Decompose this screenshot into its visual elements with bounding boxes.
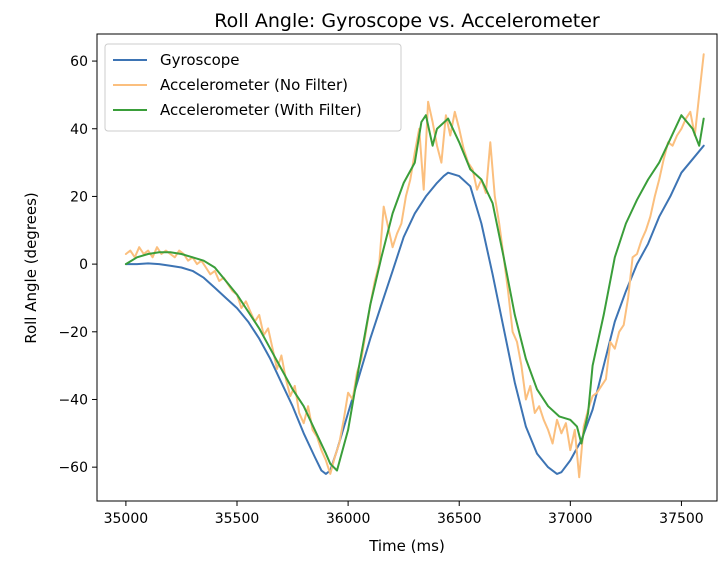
y-tick-label: 0 (79, 257, 88, 273)
x-tick-label: 35000 (104, 511, 149, 527)
y-tick-label: −60 (58, 460, 88, 476)
x-tick-label: 36500 (437, 511, 482, 527)
y-tick-label: −20 (58, 325, 88, 341)
plot-area (124, 53, 705, 479)
series-line-2 (124, 53, 705, 479)
x-tick-label: 37500 (659, 511, 704, 527)
y-tick-label: −40 (58, 392, 88, 408)
legend: Gyroscope Accelerometer (No Filter) Accele… (104, 43, 402, 132)
chart-title: Roll Angle: Gyroscope vs. Accelerometer (214, 10, 600, 32)
legend-label-1: Gyroscope (160, 51, 240, 69)
x-tick-label: 35500 (215, 511, 260, 527)
series-line-1 (124, 144, 705, 475)
legend-box (104, 43, 402, 132)
y-axis: −60 −40 −20 0 20 40 60 (58, 54, 97, 476)
y-tick-label: 60 (70, 54, 88, 70)
y-tick-label: 20 (70, 189, 88, 205)
y-axis-label: Roll Angle (degrees) (22, 192, 40, 344)
x-tick-label: 37000 (548, 511, 593, 527)
legend-label-3: Accelerometer (With Filter) (160, 101, 362, 119)
series-line-3 (124, 114, 705, 472)
y-tick-label: 40 (70, 122, 88, 138)
x-tick-label: 36000 (326, 511, 371, 527)
plot-frame (96, 33, 718, 502)
legend-label-2: Accelerometer (No Filter) (160, 76, 348, 94)
x-axis-label: Time (ms) (368, 537, 445, 555)
x-axis: 35000 35500 36000 36500 37000 37500 (104, 501, 704, 527)
